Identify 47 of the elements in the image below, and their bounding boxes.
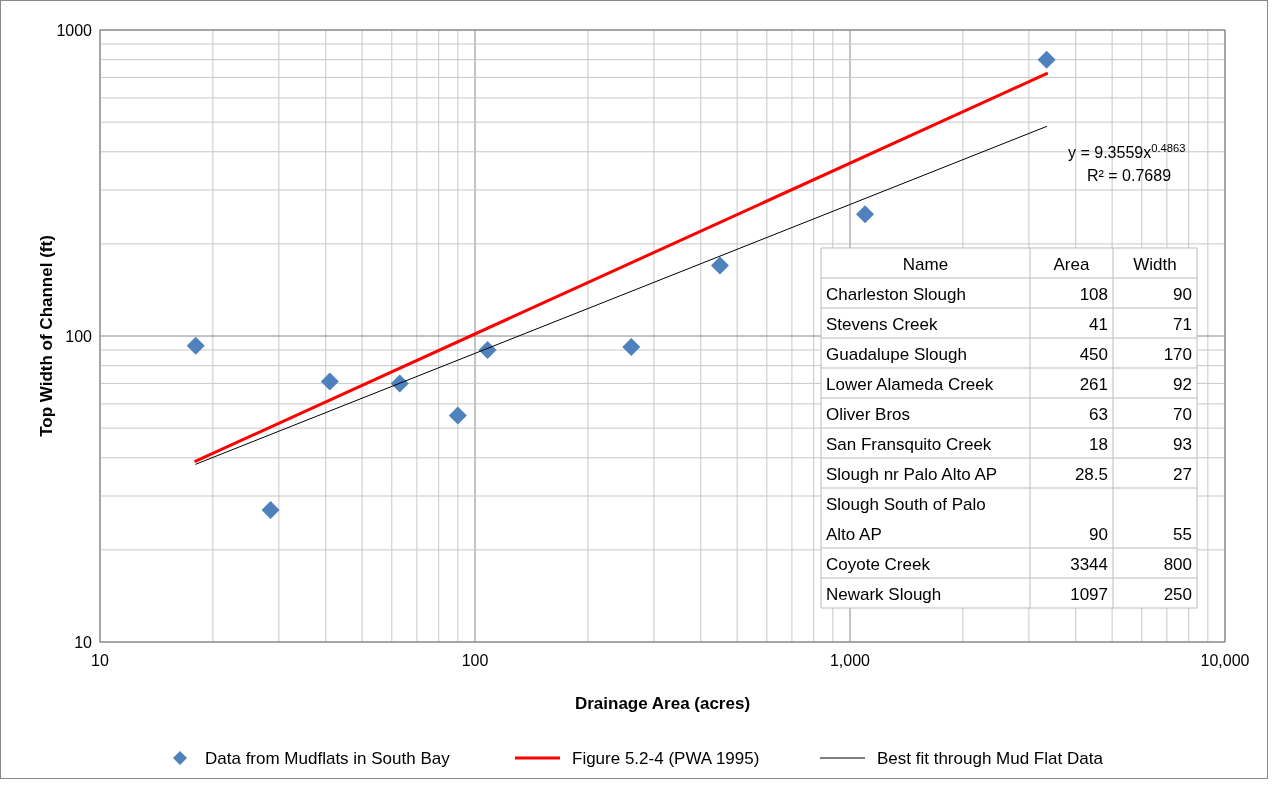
- annotation: Stevens Creek: [826, 315, 938, 334]
- annotation: 90: [1173, 285, 1192, 304]
- annotation: 108: [1079, 285, 1108, 304]
- annotation: 450: [1079, 345, 1108, 364]
- legend-label: Data from Mudflats in South Bay: [205, 749, 451, 768]
- annotation: Newark Slough: [826, 585, 942, 604]
- x-tick-label: 1,000: [829, 652, 871, 669]
- annotation: Width: [1133, 255, 1177, 274]
- annotation: 28.5: [1074, 465, 1108, 484]
- legend-label: Figure 5.2-4 (PWA 1995): [572, 749, 760, 768]
- annotation: Oliver Bros: [826, 405, 911, 424]
- annotation: 3344: [1070, 555, 1108, 574]
- y-tick-label: 10: [74, 634, 93, 651]
- x-tick-label: 10,000: [1200, 652, 1250, 669]
- annotation: 250: [1163, 585, 1192, 604]
- annotation: 41: [1089, 315, 1108, 334]
- annotation: 170: [1163, 345, 1192, 364]
- x-axis-title: Drainage Area (acres): [574, 694, 751, 713]
- annotation: 18: [1089, 435, 1108, 454]
- y-tick-label: 1000: [56, 22, 93, 39]
- annotation: Slough South of Palo Alto AP: [826, 495, 986, 544]
- annotation: Coyote Creek: [826, 555, 931, 574]
- annotation: Guadalupe Slough: [826, 345, 967, 364]
- annotation: 63: [1089, 405, 1108, 424]
- legend-label: Best fit through Mud Flat Data: [877, 749, 1104, 768]
- annotation: y = 9.3559x$^{0.4863}$: [1068, 142, 1186, 161]
- annotation: San Fransquito Creek: [826, 435, 992, 454]
- annotation: 92: [1173, 375, 1192, 394]
- annotation: 71: [1173, 315, 1192, 334]
- annotation: Area: [1053, 255, 1090, 274]
- annotation: 55: [1173, 525, 1192, 544]
- annotation: 27: [1173, 465, 1192, 484]
- y-tick-label: 100: [65, 328, 93, 345]
- annotation: 70: [1173, 405, 1192, 424]
- annotation: 90: [1089, 525, 1108, 544]
- annotation: Name: [902, 255, 949, 274]
- annotation: 93: [1173, 435, 1192, 454]
- x-tick-label: 10: [91, 652, 109, 669]
- x-tick-label: 100: [461, 652, 489, 669]
- annotation: 1097: [1070, 585, 1108, 604]
- annotation: R² = 0.7689: [1087, 167, 1172, 184]
- y-axis-title: Top Width of Channel (ft): [37, 235, 56, 437]
- annotation: 800: [1163, 555, 1192, 574]
- annotation: Charleston Slough: [826, 285, 966, 304]
- annotation: Lower Alameda Creek: [826, 375, 994, 394]
- annotation: 261: [1079, 375, 1108, 394]
- annotation: Slough nr Palo Alto AP: [826, 465, 998, 484]
